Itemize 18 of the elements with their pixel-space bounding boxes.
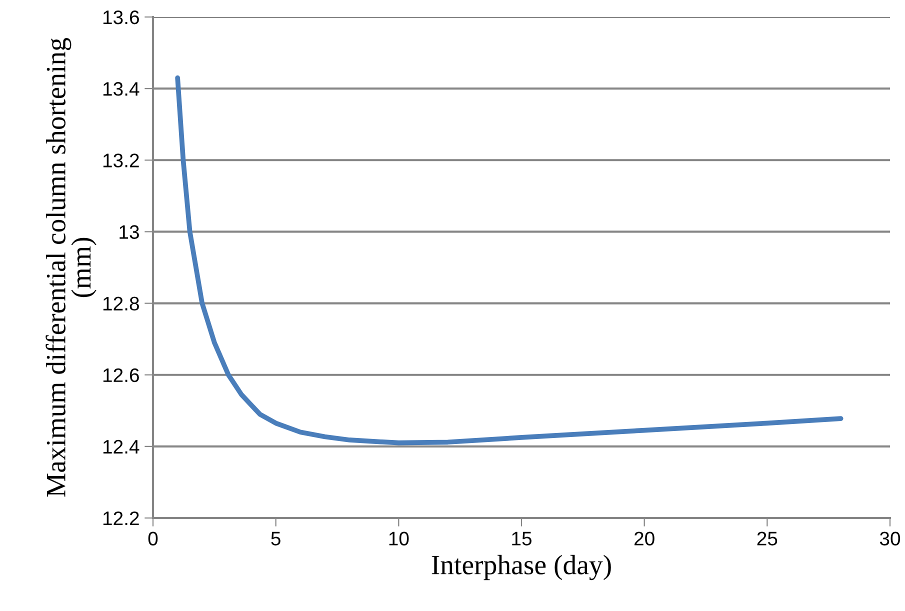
x-tick-label: 15 [512,532,532,546]
y-tick-label: 12.2 [103,511,139,526]
y-tick-label: 13.6 [103,10,139,24]
y-tick-label: 13 [120,225,139,239]
x-tick-label: 10 [389,532,409,546]
line-series [175,75,844,446]
x-axis-title: Interphase (day) [432,554,611,580]
y-tick-label: 12.6 [103,368,139,382]
y-tick-label: 12.8 [103,296,139,311]
x-tick-label: 30 [880,532,900,546]
y-axis-title: Maximum differential column shortening (mm) [46,38,96,497]
x-tick-label: 0 [148,532,158,546]
x-tick-label: 20 [634,532,654,546]
x-tick-label: 25 [757,532,778,546]
y-tick-label: 13.4 [103,82,140,96]
y-tick-label: 12.4 [103,440,140,454]
x-tick-label: 5 [271,532,280,546]
y-tick-label: 13.2 [103,154,139,168]
